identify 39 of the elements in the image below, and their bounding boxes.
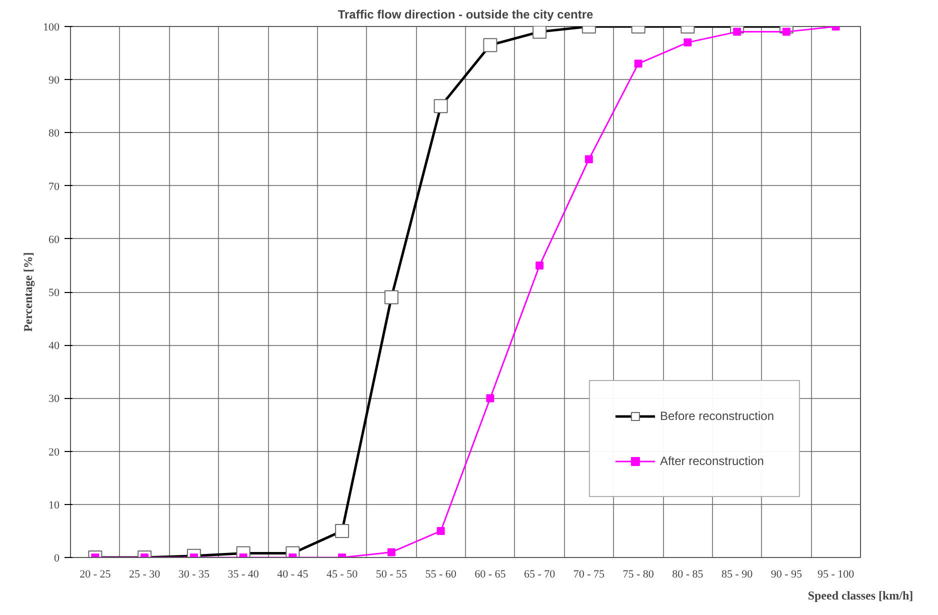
y-tick-label: 50 (48, 287, 60, 299)
x-tick-label: 40 - 45 (277, 568, 309, 580)
y-tick-label: 40 (48, 340, 60, 352)
y-tick-label: 80 (48, 128, 60, 140)
chart-title: Traffic flow direction - outside the city centre (338, 8, 594, 22)
point (733, 28, 742, 36)
y-axis-title: Percentage [%] (21, 252, 35, 332)
x-tick-label: 75 - 80 (622, 568, 654, 580)
legend-label: Before reconstruction (660, 409, 774, 423)
x-tick-label: 90 - 95 (770, 568, 803, 580)
x-tick-label: 50 - 55 (376, 568, 408, 580)
y-tick-label: 0 (54, 552, 60, 564)
y-tick-label: 10 (48, 499, 60, 512)
x-tick-label: 55 - 60 (425, 568, 457, 580)
point (634, 60, 642, 68)
legend-label: After reconstruction (660, 454, 764, 468)
x-tick-label: 45 - 50 (326, 568, 358, 580)
x-tick-label: 60 - 65 (474, 568, 506, 580)
y-tick-label: 100 (43, 22, 60, 34)
point (486, 394, 494, 402)
y-tick-label: 90 (48, 74, 60, 87)
x-tick-label: 70 - 75 (573, 568, 606, 580)
point (584, 155, 593, 164)
y-tick-label: 20 (48, 446, 60, 458)
x-axis-title: Speed classes [km/h] (808, 588, 914, 602)
x-tick-label: 35 - 40 (228, 568, 260, 580)
x-tick-label: 20 - 25 (80, 568, 112, 580)
point (684, 38, 692, 46)
x-tick-label: 25 - 30 (128, 568, 161, 580)
point (536, 261, 544, 270)
point (782, 28, 790, 36)
y-tick-label: 70 (48, 180, 60, 193)
x-tick-label: 30 - 35 (178, 568, 210, 580)
y-tick-label: 60 (48, 234, 60, 246)
x-tick-label: 65 - 70 (524, 568, 556, 580)
x-tick-label: 80 - 85 (672, 568, 704, 580)
y-tick-label: 30 (48, 393, 60, 406)
x-tick-label: 95 - 100 (817, 568, 855, 580)
x-tick-label: 85 - 90 (721, 568, 754, 580)
